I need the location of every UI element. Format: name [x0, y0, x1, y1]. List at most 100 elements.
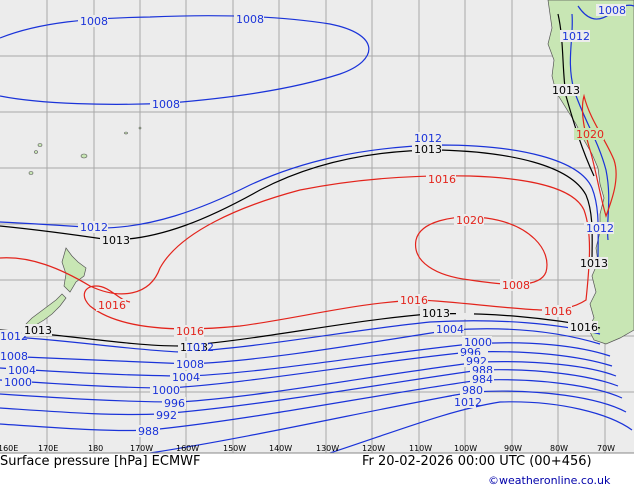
- new-zealand-north-island: [61, 247, 87, 293]
- isobar-label-text: 1008: [176, 358, 204, 371]
- isobar-label-text: 1013: [580, 257, 608, 270]
- isobar-label: 984: [470, 373, 494, 386]
- isobar-label: [456, 313, 474, 319]
- lon-tick: 70W: [597, 444, 615, 453]
- isobar-label: 1008: [150, 98, 180, 111]
- isobar-label: 1016: [426, 173, 456, 186]
- isobar-label-text: 996: [164, 397, 185, 410]
- isobar-label-text: 1020: [456, 214, 484, 227]
- lon-tick: 110W: [409, 444, 432, 453]
- isobar-label-text: 1004: [436, 323, 464, 336]
- isobar-1008-north: [0, 15, 370, 105]
- isobar-label: 1020: [574, 128, 604, 141]
- isobar-label-text: 1012: [186, 341, 214, 354]
- isobar-label-text: 1013: [422, 307, 450, 320]
- isobar-label: 1012: [186, 341, 214, 354]
- isobar-label: 1013: [412, 143, 442, 156]
- isobar-label-text: 1016: [570, 321, 598, 334]
- lon-tick: 100W: [454, 444, 477, 453]
- credit-link[interactable]: ©weatheronline.co.uk: [488, 474, 611, 487]
- isobar-label: 1016: [542, 305, 572, 318]
- isobar-label: 1008: [0, 350, 28, 363]
- isobar-1012-south: [0, 320, 601, 353]
- isobar-label: 1016: [568, 321, 598, 334]
- isobar-label-text: 1000: [4, 376, 32, 389]
- isobar-label: 1016: [96, 299, 126, 312]
- isobar-label: 1012: [78, 221, 108, 234]
- valid-time: Fr 20-02-2026 00:00 UTC (00+456): [362, 454, 592, 469]
- isobar-label: 1013: [420, 307, 450, 320]
- isobar-988-south: [0, 379, 623, 432]
- isobar-label: 988: [136, 425, 160, 438]
- lon-tick: 90W: [504, 444, 522, 453]
- isobar-984-south: [149, 390, 627, 454]
- isobar-label: 1012: [452, 396, 482, 409]
- isobar-label-text: 1004: [172, 371, 200, 384]
- isobar-label-text: 1013: [24, 324, 52, 337]
- isobar-label: 1012: [560, 30, 590, 43]
- isobar-label: 1020: [454, 214, 484, 227]
- isobar-label: 1008: [234, 13, 264, 26]
- isobar-label-text: 1012: [562, 30, 590, 43]
- isobar-label-text: 1013: [414, 143, 442, 156]
- isobar-1013-south: [0, 313, 601, 347]
- isobar-label-text: 1020: [576, 128, 604, 141]
- isobar-label: 1016: [398, 294, 428, 307]
- isobar-label: 1004: [434, 323, 464, 336]
- isobar-label-text: 1016: [176, 325, 204, 338]
- lon-tick: 170E: [38, 444, 58, 453]
- pacific-islands: [28, 126, 142, 175]
- isobar-label: 1012: [0, 330, 28, 343]
- isobar-label-text: 1016: [544, 305, 572, 318]
- isobar-1016-main: [0, 175, 591, 330]
- isobar-label: 980: [460, 384, 484, 397]
- isobar-label: 1016: [174, 325, 204, 338]
- isobar-1004-south: [0, 342, 611, 377]
- isobar-label-text: 1012: [0, 330, 28, 343]
- isobar-label-text: 1008: [502, 279, 530, 292]
- isobar-label-text: 1004: [8, 364, 36, 377]
- isobar-1000-south: [0, 351, 613, 389]
- isobar-996-south: [0, 361, 617, 403]
- isobar-label-text: 1012: [454, 396, 482, 409]
- isobar-label: 1000: [150, 384, 180, 397]
- isobar-label: 996: [162, 397, 186, 410]
- isobar-label-text: 980: [462, 384, 483, 397]
- lon-tick: 170W: [130, 444, 153, 453]
- isobar-label-text: 1008: [152, 98, 180, 111]
- isobar-1008-south: [0, 328, 601, 365]
- isobar-label-text: 1008: [598, 4, 626, 17]
- isobar-label-text: 1000: [152, 384, 180, 397]
- isobar-980-south: [329, 401, 633, 454]
- isobar-label-text: 1012: [586, 222, 614, 235]
- isobar-label-text: 1000: [464, 336, 492, 349]
- isobar-label-text: 984: [472, 373, 493, 386]
- lon-tick: 180: [88, 444, 103, 453]
- isobar-label: 1008: [78, 15, 108, 28]
- isobar-label-text: 1008: [80, 15, 108, 28]
- lon-tick: 120W: [362, 444, 385, 453]
- lon-tick: 150W: [223, 444, 246, 453]
- isobar-label: 1000: [2, 376, 32, 389]
- isobar-label-text: 1008: [236, 13, 264, 26]
- isobar-label-text: 1016: [428, 173, 456, 186]
- isobar-label-text: 1016: [400, 294, 428, 307]
- isobar-label-text: 1016: [98, 299, 126, 312]
- isobar-label-text: 1013: [102, 234, 130, 247]
- isobar-label: 1013: [22, 324, 52, 337]
- isobar-lines-south: [0, 313, 633, 454]
- isobar-label: 1013: [578, 257, 608, 270]
- lon-tick: 130W: [316, 444, 339, 453]
- isobar-label-text: 1012: [414, 132, 442, 145]
- isobar-label: 1008: [596, 4, 626, 17]
- isobar-labels: 1008 1008 1008 1008 1012 1012 1012 1012 …: [0, 4, 626, 438]
- isobar-label-text: 992: [156, 409, 177, 422]
- isobar-label-text: 1008: [0, 350, 28, 363]
- isobar-label: 1004: [6, 364, 36, 377]
- isobar-label: 1008: [174, 358, 204, 371]
- lon-tick: 160W: [176, 444, 199, 453]
- longitude-axis: 160E 170E 180 170W 160W 150W 140W 130W 1…: [0, 444, 615, 453]
- isobar-label-text: 1013: [552, 84, 580, 97]
